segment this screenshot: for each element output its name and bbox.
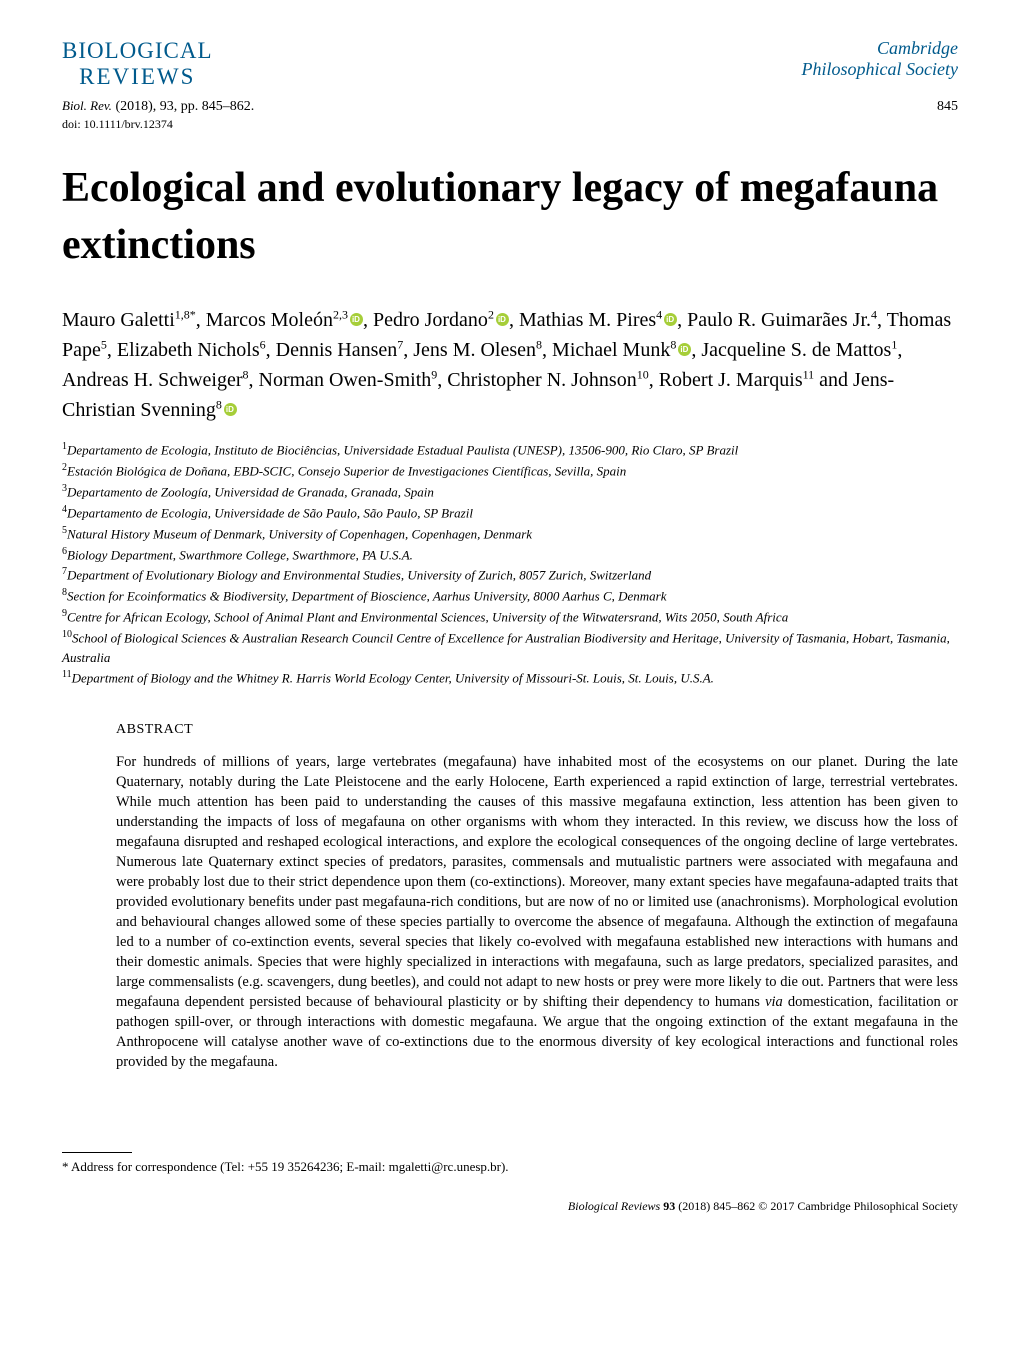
citation-volume: 93 — [160, 99, 174, 114]
affiliation-item: 1Departamento de Ecologia, Instituto de … — [62, 439, 958, 460]
doi: doi: 10.1111/brv.12374 — [62, 117, 958, 132]
paper-title: Ecological and evolutionary legacy of me… — [62, 160, 958, 273]
affiliation-item: 6Biology Department, Swarthmore College,… — [62, 544, 958, 565]
journal-logo: BIOLOGICAL REVIEWS — [62, 38, 213, 90]
footer-journal: Biological Reviews — [568, 1199, 660, 1213]
footer-copyright: © 2017 Cambridge Philosophical Society — [758, 1199, 958, 1213]
paper-page: BIOLOGICAL REVIEWS Cambridge Philosophic… — [0, 0, 1020, 1254]
journal-name-line2: REVIEWS — [62, 64, 213, 90]
affiliation-item: 4Departamento de Ecologia, Universidade … — [62, 502, 958, 523]
citation: Biol. Rev. (2018), 93, pp. 845–862. — [62, 98, 254, 115]
citation-year: (2018), — [115, 99, 156, 114]
footer-year-pages: (2018) 845–862 — [678, 1199, 755, 1213]
affiliations-list: 1Departamento de Ecologia, Instituto de … — [62, 439, 958, 688]
citation-row: Biol. Rev. (2018), 93, pp. 845–862. 845 — [62, 98, 958, 115]
affiliation-item: 11Department of Biology and the Whitney … — [62, 667, 958, 688]
footer-volume: 93 — [663, 1199, 675, 1213]
page-footer: Biological Reviews 93 (2018) 845–862 © 2… — [62, 1199, 958, 1214]
journal-name-line1: BIOLOGICAL — [62, 38, 213, 64]
affiliation-item: 8Section for Ecoinformatics & Biodiversi… — [62, 585, 958, 606]
author-list: Mauro Galetti1,8*, Marcos Moleón2,3, Ped… — [62, 305, 958, 425]
society-logo: Cambridge Philosophical Society — [802, 38, 958, 80]
abstract-text: For hundreds of millions of years, large… — [116, 752, 958, 1072]
footnote-rule — [62, 1152, 132, 1153]
society-line1: Cambridge — [802, 38, 958, 59]
citation-pages: , pp. 845–862. — [174, 99, 255, 114]
citation-journal: Biol. Rev. — [62, 98, 112, 113]
affiliation-item: 5Natural History Museum of Denmark, Univ… — [62, 523, 958, 544]
affiliation-item: 10School of Biological Sciences & Austra… — [62, 627, 958, 667]
page-header: BIOLOGICAL REVIEWS Cambridge Philosophic… — [62, 38, 958, 90]
abstract-heading: ABSTRACT — [116, 722, 958, 738]
affiliation-item: 9Centre for African Ecology, School of A… — [62, 606, 958, 627]
affiliation-item: 3Departamento de Zoología, Universidad d… — [62, 481, 958, 502]
society-line2: Philosophical Society — [802, 59, 958, 80]
correspondence-footnote: * Address for correspondence (Tel: +55 1… — [62, 1159, 958, 1175]
page-number: 845 — [937, 99, 958, 115]
affiliation-item: 7Department of Evolutionary Biology and … — [62, 564, 958, 585]
affiliation-item: 2Estación Biológica de Doñana, EBD-SCIC,… — [62, 460, 958, 481]
